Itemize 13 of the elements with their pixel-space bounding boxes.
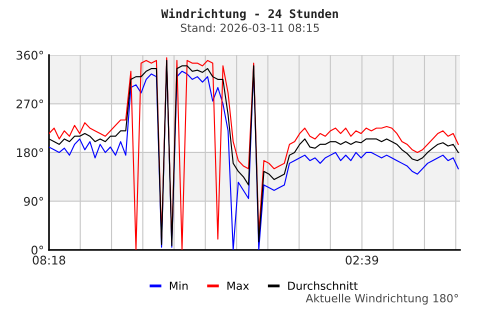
y-tick-label: 0°	[32, 246, 44, 255]
y-tick-label: 90°	[24, 196, 44, 206]
y-tick-label: 180°	[17, 148, 44, 158]
y-tick-label: 360°	[16, 50, 44, 60]
legend-label: Min	[170, 281, 188, 290]
y-tick-label: 270°	[16, 99, 44, 108]
x-tick-label: 02:39	[346, 256, 378, 265]
legend-label: Max	[227, 282, 249, 290]
text: Aktuelle Windrichtung 180°	[306, 294, 458, 305]
legend-label: Durchschnitt	[288, 281, 358, 290]
chart-subtitle: Stand: 2026-03-11 08:15	[180, 23, 319, 32]
chart-title: Windrichtung - 24 Stunden	[161, 8, 338, 20]
x-tick-label: 08:18	[32, 256, 66, 265]
